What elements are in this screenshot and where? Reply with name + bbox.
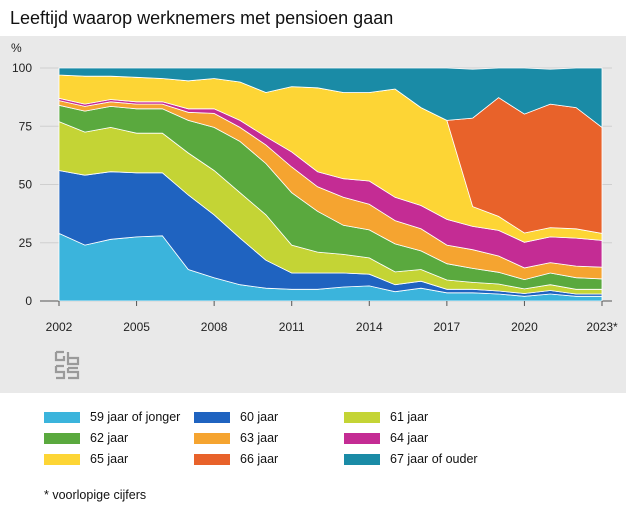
legend-label: 66 jaar [240, 452, 279, 466]
y-tick-label: 100 [12, 61, 32, 75]
y-tick-labels: 0 25 50 75 100 [12, 61, 32, 308]
legend-item: 66 jaar [194, 452, 278, 466]
cbs-logo [54, 350, 80, 380]
legend-item: 60 jaar [194, 410, 278, 424]
x-tick-label: 2020 [511, 320, 538, 334]
legend-item: 61 jaar [344, 410, 428, 424]
y-unit-label: % [11, 41, 22, 55]
x-tick-label: 2008 [201, 320, 228, 334]
legend-item: 63 jaar [194, 431, 278, 445]
x-tick-label: 2023* [586, 320, 618, 334]
y-tick-label: 75 [19, 119, 33, 133]
x-tick-label: 2017 [434, 320, 461, 334]
legend-label: 62 jaar [90, 431, 129, 445]
x-tick-label: 2011 [279, 320, 305, 334]
legend-label: 67 jaar of ouder [390, 452, 478, 466]
legend-swatch [194, 432, 230, 444]
legend-item: 67 jaar of ouder [344, 452, 478, 466]
legend-item: 65 jaar [44, 452, 128, 466]
x-tick-label: 2014 [356, 320, 383, 334]
y-tick-label: 25 [19, 236, 33, 250]
legend-swatch [344, 432, 380, 444]
legend-swatch [44, 453, 80, 465]
legend-label: 59 jaar of jonger [90, 410, 181, 424]
chart-area: % 0 25 50 75 100 2002 2005 2008 2011 2014 2017 202… [0, 36, 626, 393]
x-tick-label: 2005 [123, 320, 150, 334]
x-tick-labels: 2002 2005 2008 2011 2014 2017 2020 2023* [46, 301, 618, 334]
y-tick-label: 0 [25, 294, 32, 308]
area-67-jaar-of-ouder [58, 67, 603, 129]
y-tick-label: 50 [19, 178, 33, 192]
chart-title: Leeftijd waarop werknemers met pensioen … [10, 8, 394, 28]
legend-label: 63 jaar [240, 431, 279, 445]
legend-swatch [194, 453, 230, 465]
legend-swatch [44, 432, 80, 444]
legend-item: 59 jaar of jonger [44, 410, 180, 424]
legend-item: 62 jaar [44, 431, 128, 445]
footnote: * voorlopige cijfers [44, 488, 147, 502]
legend-swatch [194, 411, 230, 423]
legend-label: 61 jaar [390, 410, 429, 424]
legend-swatch [344, 411, 380, 423]
legend-label: 60 jaar [240, 410, 279, 424]
legend-item: 64 jaar [344, 431, 428, 445]
area-series-group [58, 67, 603, 302]
legend-label: 64 jaar [390, 431, 429, 445]
legend-swatch [44, 411, 80, 423]
x-tick-label: 2002 [46, 320, 73, 334]
chart-svg: % 0 25 50 75 100 2002 2005 2008 2011 2014 2017 202… [11, 41, 618, 380]
legend-label: 65 jaar [90, 452, 129, 466]
legend-swatch [344, 453, 380, 465]
